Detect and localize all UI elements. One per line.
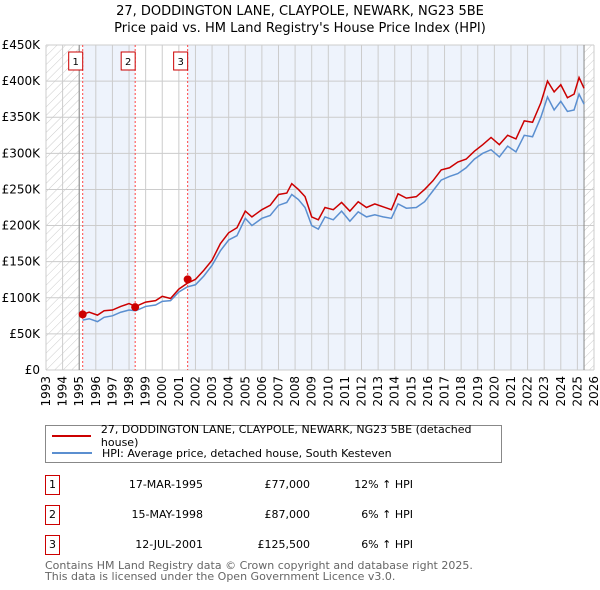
transaction-label: 2 [125,57,131,68]
x-tick-label: 2019 [471,376,485,407]
y-tick-label: £400K [2,74,42,88]
x-tick-label: 1995 [72,376,86,407]
x-tick-label: 1999 [139,376,153,407]
x-tick-label: 2002 [188,376,202,407]
x-tick-label: 2007 [271,376,285,407]
x-tick-label: 1994 [56,376,70,407]
legend-label: 27, DODDINGTON LANE, CLAYPOLE, NEWARK, N… [100,423,472,449]
y-tick-label: £250K [2,182,42,196]
x-tick-label: 2023 [537,376,551,407]
transaction-row: 2 15-MAY-1998 £87,000 6% ↑ HPI [45,505,505,525]
y-tick-label: £450K [2,38,42,52]
owned-period-shade [82,45,136,370]
series-line-property [82,75,585,316]
x-tick-label: 2021 [504,376,518,407]
transaction-row: 1 17-MAR-1995 £77,000 12% ↑ HPI [45,475,505,495]
legend-label: HPI: Average price, detached house, Sout… [102,446,392,460]
x-tick-label: 2017 [438,376,452,407]
blue-line-swatch [52,452,92,454]
transaction-badge: 2 [45,505,60,525]
x-tick-label: 2000 [155,376,169,407]
transaction-badge: 3 [45,535,60,555]
x-tick-label: 2013 [371,376,385,407]
x-tick-label: 1998 [122,376,136,407]
y-tick-label: £50K [9,327,41,341]
transaction-label-box [173,51,189,71]
transaction-label: 3 [177,57,183,68]
x-tick-label: 2018 [454,376,468,407]
x-tick-label: 2004 [222,376,236,407]
transaction-hpi-diff: 6% ↑ HPI [361,538,413,551]
y-tick-label: £350K [2,110,42,124]
x-tick-label: 2026 [587,376,600,407]
x-tick-label: 2001 [172,376,186,407]
red-line-swatch [52,435,91,437]
x-tick-label: 2015 [404,376,418,407]
x-tick-label: 2024 [554,376,568,407]
x-tick-label: 2016 [421,376,435,407]
transaction-price: £77,000 [264,478,311,491]
x-tick-label: 2006 [255,376,269,407]
x-tick-label: 1996 [89,376,103,407]
x-tick-label: 2009 [305,376,319,407]
no-data-hatch [584,45,594,370]
transaction-hpi-diff: 12% ↑ HPI [354,478,413,491]
price-chart: 1993 1994 1995 1996 1997 1998 1999 2000 2001 2002… [2,38,600,407]
transaction-label-box [68,51,84,71]
transaction-price: £125,500 [257,538,311,551]
x-tick-label: 2022 [521,376,535,407]
y-tick-label: £200K [2,219,42,233]
y-tick-label: £150K [2,255,42,269]
transaction-point [183,275,192,284]
x-tick-label: 2011 [338,376,352,407]
y-tick-label: £100K [2,291,42,305]
footer-line-2: This data is licensed under the Open Gov… [45,570,396,583]
series-line-hpi [82,92,585,323]
footer: Contains HM Land Registry data © Crown c… [45,560,473,582]
transaction-point [131,303,140,312]
transaction-point [78,310,87,319]
x-tick-label: 2003 [205,376,219,407]
transaction-date: 12-JUL-2001 [135,538,203,551]
footer-line-1: Contains HM Land Registry data © Crown c… [45,559,473,572]
x-tick-label: 2020 [487,376,501,407]
transaction-price: £87,000 [264,508,311,521]
transaction-date: 17-MAR-1995 [128,478,203,491]
chart-title: 27, DODDINGTON LANE, CLAYPOLE, NEWARK, N… [116,4,484,19]
x-tick-label: 2008 [288,376,302,407]
x-tick-label: 2010 [321,376,335,407]
transaction-label: 1 [73,57,79,68]
x-tick-label: 2005 [238,376,252,407]
chart-subtitle: Price paid vs. HM Land Registry's House … [114,21,486,36]
x-tick-label: 2012 [355,376,369,407]
legend-item-hpi: HPI: Average price, detached house, Sout… [52,445,392,461]
y-tick-label: £0 [25,363,40,377]
x-tick-label: 2025 [570,376,584,407]
x-tick-label: 1997 [105,376,119,407]
x-tick-label: 1993 [39,376,53,407]
transaction-label-box [120,51,136,71]
transaction-row: 3 12-JUL-2001 £125,500 6% ↑ HPI [45,535,505,555]
transaction-date: 15-MAY-1998 [131,508,203,521]
transaction-hpi-diff: 6% ↑ HPI [361,508,413,521]
legend: 27, DODDINGTON LANE, CLAYPOLE, NEWARK, N… [45,423,502,463]
legend-item-property: 27, DODDINGTON LANE, CLAYPOLE, NEWARK, N… [52,423,501,449]
y-tick-label: £300K [2,146,42,160]
x-tick-label: 2014 [388,376,402,407]
transaction-badge: 1 [45,475,60,495]
